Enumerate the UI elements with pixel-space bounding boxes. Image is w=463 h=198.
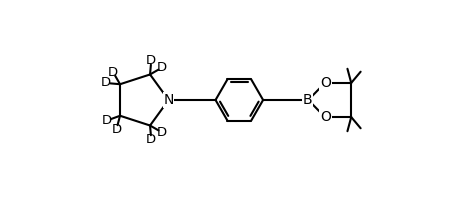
- Text: D: D: [101, 114, 112, 127]
- Text: N: N: [163, 93, 174, 107]
- Text: D: D: [101, 76, 111, 89]
- Text: D: D: [157, 126, 167, 139]
- Text: O: O: [319, 110, 330, 124]
- Text: D: D: [146, 133, 156, 146]
- Text: D: D: [108, 66, 118, 79]
- Text: D: D: [111, 123, 121, 136]
- Text: D: D: [146, 54, 156, 67]
- Text: B: B: [302, 93, 312, 107]
- Text: D: D: [157, 61, 167, 74]
- Text: O: O: [319, 76, 330, 90]
